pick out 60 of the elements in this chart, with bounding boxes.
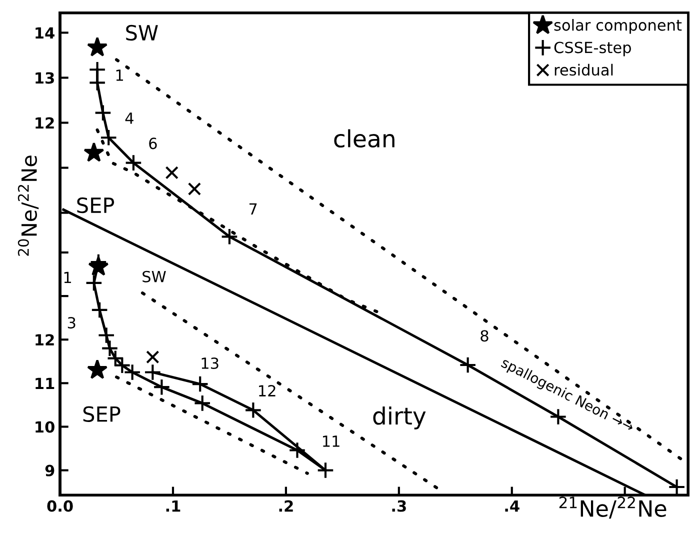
point bbox=[85, 274, 103, 292]
point bbox=[550, 408, 567, 426]
legend-label: CSSE-step bbox=[554, 42, 631, 56]
y-tick-label: 12 bbox=[36, 117, 54, 129]
point bbox=[113, 356, 131, 374]
x-tick-label: .1 bbox=[166, 500, 180, 512]
point bbox=[153, 378, 170, 396]
point bbox=[194, 394, 212, 412]
annotation: 4 bbox=[125, 112, 134, 124]
point bbox=[98, 326, 116, 344]
legend-label: residual bbox=[554, 64, 613, 76]
point bbox=[188, 182, 202, 196]
y-tick-label: 13 bbox=[36, 72, 54, 84]
point bbox=[144, 364, 162, 381]
annotation: SEP bbox=[83, 406, 120, 422]
annotation: SW bbox=[126, 24, 158, 41]
point bbox=[100, 128, 118, 146]
point bbox=[88, 74, 106, 92]
point bbox=[124, 364, 142, 381]
annotation: dirty bbox=[373, 406, 426, 430]
y-tick-label: 11 bbox=[36, 378, 54, 389]
point bbox=[191, 375, 209, 393]
annotation: SW bbox=[142, 270, 166, 282]
legend-label: solar component bbox=[554, 19, 682, 34]
x-tick-label: .3 bbox=[392, 500, 406, 512]
annotation: 8 bbox=[480, 330, 488, 342]
annotation: 13 bbox=[202, 357, 218, 370]
annotation: 11 bbox=[323, 436, 340, 447]
point bbox=[288, 442, 306, 459]
x-tick-label: .4 bbox=[505, 500, 520, 512]
x-tick-label: .2 bbox=[279, 500, 293, 512]
y-axis-title: $^{20}$Ne/$^{22}$Ne bbox=[18, 156, 39, 256]
point bbox=[87, 36, 108, 56]
point bbox=[94, 104, 112, 122]
x-axis-title: $^{21}$Ne/$^{22}$Ne bbox=[559, 496, 666, 519]
annotation: 1 bbox=[64, 272, 71, 284]
y-tick-label: 10 bbox=[36, 421, 54, 433]
y-tick-label: 9 bbox=[45, 464, 54, 476]
point bbox=[165, 166, 178, 180]
point bbox=[101, 340, 118, 357]
annotation: clean bbox=[334, 129, 394, 148]
annotation: SEP bbox=[77, 197, 114, 214]
point bbox=[84, 142, 104, 162]
x-tick-label: 0.0 bbox=[47, 500, 73, 512]
annotation: 6 bbox=[149, 138, 157, 150]
annotation: 3 bbox=[68, 317, 76, 329]
point bbox=[668, 478, 686, 496]
point bbox=[316, 462, 334, 479]
point bbox=[90, 301, 108, 319]
point bbox=[244, 401, 262, 419]
annotation: 7 bbox=[249, 203, 257, 214]
point bbox=[220, 228, 238, 246]
point bbox=[146, 350, 160, 364]
annotation: 1 bbox=[116, 70, 123, 81]
y-tick-label: 12 bbox=[36, 334, 54, 346]
point bbox=[87, 359, 108, 380]
point bbox=[459, 356, 477, 374]
annotation: 12 bbox=[259, 384, 276, 396]
point bbox=[124, 154, 142, 172]
y-tick-label: 14 bbox=[36, 27, 54, 39]
